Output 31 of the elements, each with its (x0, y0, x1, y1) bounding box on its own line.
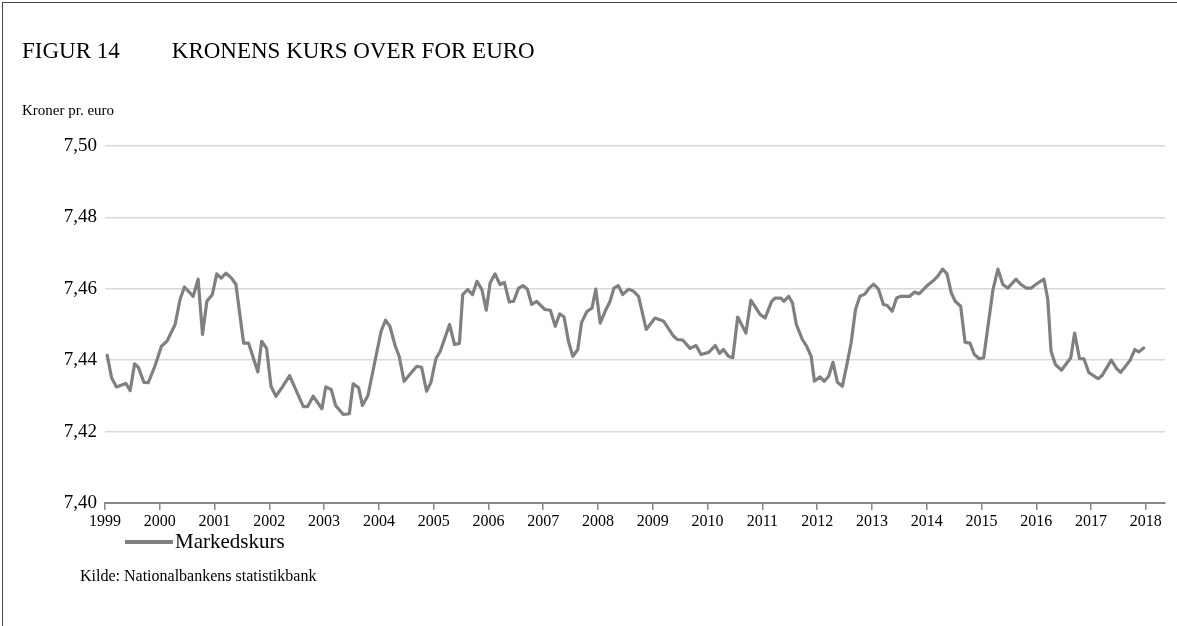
x-tick-label: 2010 (691, 511, 724, 529)
x-tick-label: 2015 (965, 511, 998, 529)
x-tick-label: 2007 (527, 511, 560, 529)
x-tick-label: 2008 (582, 511, 615, 529)
chart-subtitle: KRONENS KURS OVER FOR EURO (171, 38, 535, 63)
y-tick-label: 7,48 (63, 205, 97, 227)
x-tick-label: 2006 (472, 511, 505, 529)
x-tick-label: 2000 (143, 511, 176, 529)
y-axis-title: Kroner pr. euro (22, 102, 115, 119)
y-tick-label: 7,42 (63, 419, 97, 441)
text: Kilde: Nationalbankens statistikbank (80, 567, 317, 585)
x-tick-label: 2016 (1020, 511, 1053, 529)
x-tick-label: 2017 (1075, 511, 1108, 529)
x-tick-label: 1999 (89, 511, 121, 529)
y-tick-label: 7,46 (63, 276, 97, 298)
x-tick-label: 2014 (910, 511, 943, 529)
chart-title: FIGUR 14 (22, 38, 120, 63)
x-tick-label: 2005 (417, 511, 450, 529)
x-tick-label: 2011 (746, 511, 779, 529)
x-tick-label: 2009 (636, 511, 669, 529)
x-tick-label: 2004 (362, 511, 395, 529)
x-tick-label: 2018 (1129, 511, 1162, 529)
y-tick-label: 7,50 (63, 133, 97, 155)
x-tick-label: 2002 (253, 511, 286, 529)
x-tick-label: 2001 (198, 511, 231, 529)
legend-label: Markedskurs (175, 529, 285, 554)
x-tick-label: 2013 (855, 511, 888, 529)
y-tick-label: 7,44 (63, 348, 98, 370)
x-tick-label: 2003 (308, 511, 341, 529)
y-tick-label: 7,40 (63, 490, 97, 512)
x-tick-label: 2012 (801, 511, 834, 529)
